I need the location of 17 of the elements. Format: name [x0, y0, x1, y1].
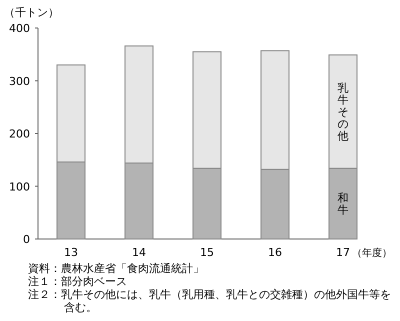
x-tick-label: 14: [132, 246, 146, 259]
y-tick-label: 400: [9, 22, 30, 35]
x-tick-label: 13: [64, 246, 78, 259]
x-tick-label: 16: [268, 246, 282, 259]
series-label: 和牛: [338, 192, 348, 217]
y-tick-label: 100: [9, 180, 30, 194]
y-tick-label: 300: [9, 74, 30, 88]
text: 資料：農林水産省「食肉流通統計」: [28, 262, 205, 275]
x-axis-title: （年度）: [352, 247, 392, 259]
text: 注２：乳牛その他には、乳牛（乳用種、乳牛との交雑種）の他外国牛等を含む。: [28, 288, 392, 314]
y-tick-label: 0: [23, 233, 30, 246]
y-axis-title: （千トン）: [4, 6, 59, 19]
x-tick-label: 17: [336, 246, 350, 259]
y-tick-label: 200: [9, 128, 30, 140]
series-label: 乳牛その他: [338, 82, 348, 143]
x-tick-label: 15: [200, 246, 214, 259]
text: 注１：部分肉ベース: [28, 275, 128, 288]
